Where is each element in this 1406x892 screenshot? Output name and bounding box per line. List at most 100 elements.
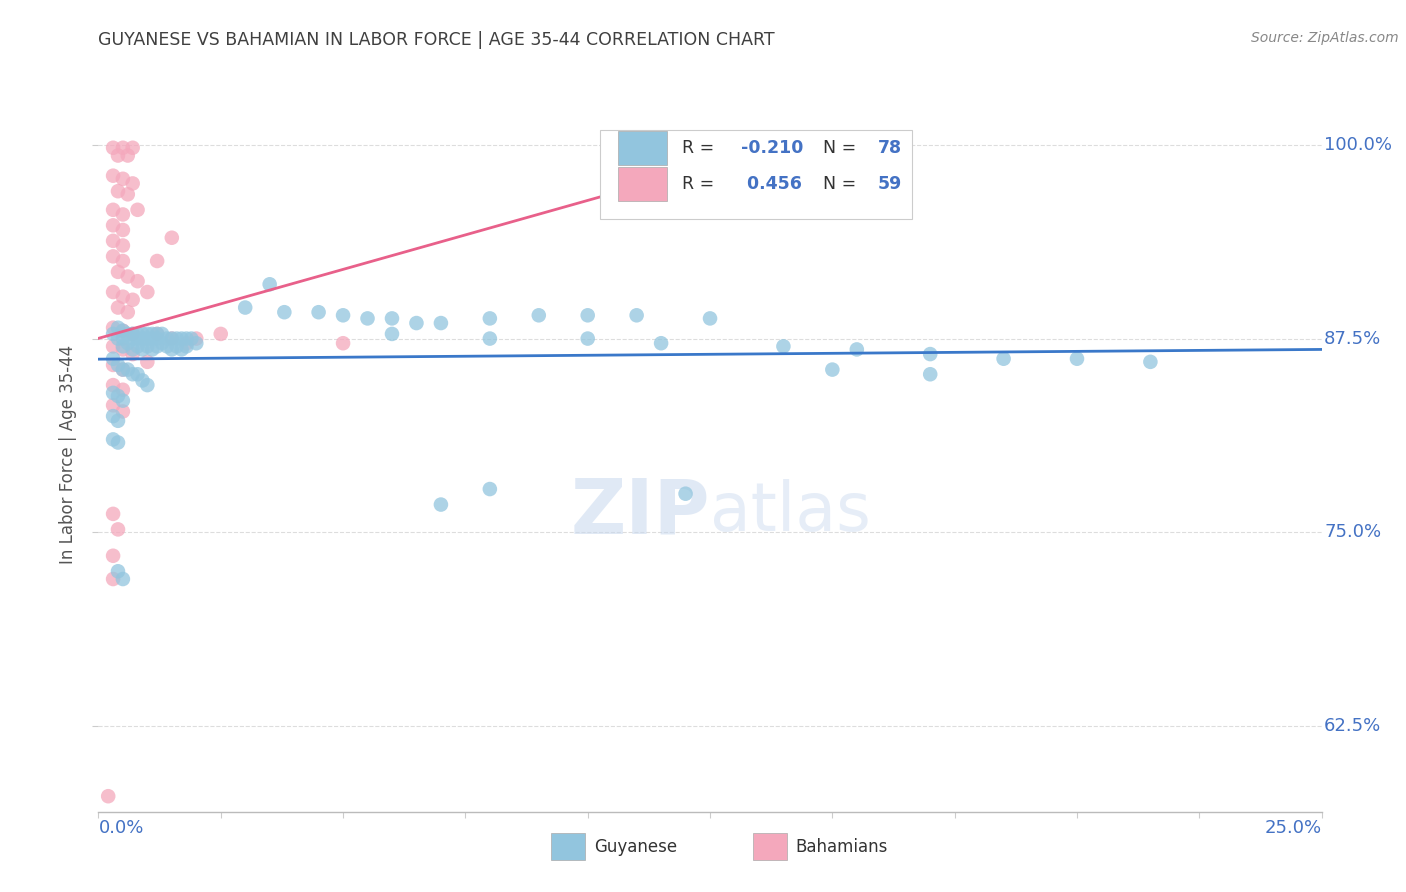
Point: [101, 320, 124, 334]
Point: [141, 326, 163, 341]
Point: [111, 362, 134, 376]
Point: [111, 290, 134, 304]
Point: [920, 368, 942, 382]
FancyBboxPatch shape: [551, 833, 585, 860]
Point: [111, 343, 134, 357]
Text: N =: N =: [823, 175, 862, 193]
Point: [107, 332, 129, 346]
Point: [111, 324, 134, 338]
Point: [107, 435, 129, 450]
Point: [107, 265, 129, 279]
Point: [111, 339, 134, 353]
Point: [821, 362, 844, 376]
Point: [111, 383, 134, 397]
Point: [650, 336, 672, 351]
Text: 0.456: 0.456: [741, 175, 801, 193]
Text: N =: N =: [823, 139, 862, 157]
Point: [136, 332, 159, 346]
Point: [101, 249, 124, 263]
Point: [101, 339, 124, 353]
Text: GUYANESE VS BAHAMIAN IN LABOR FORCE | AGE 35-44 CORRELATION CHART: GUYANESE VS BAHAMIAN IN LABOR FORCE | AG…: [98, 31, 775, 49]
FancyBboxPatch shape: [619, 167, 668, 201]
Point: [186, 336, 208, 351]
Point: [117, 336, 139, 351]
Point: [131, 332, 153, 346]
Text: Guyanese: Guyanese: [593, 838, 676, 855]
Point: [1066, 351, 1088, 366]
Text: -0.210: -0.210: [741, 139, 803, 157]
Point: [136, 378, 159, 392]
Point: [107, 358, 129, 372]
Point: [308, 305, 330, 319]
Point: [121, 332, 143, 346]
Point: [176, 336, 198, 351]
Point: [156, 332, 179, 346]
Point: [136, 355, 159, 369]
Point: [259, 277, 281, 292]
Point: [166, 332, 188, 346]
Point: [127, 339, 149, 353]
Point: [107, 389, 129, 403]
Point: [576, 332, 599, 346]
Point: [117, 148, 139, 162]
Text: 100.0%: 100.0%: [1324, 136, 1392, 153]
Point: [156, 339, 179, 353]
Point: [101, 285, 124, 299]
Point: [111, 171, 134, 186]
Point: [146, 254, 169, 268]
Point: [160, 343, 183, 357]
Point: [101, 326, 124, 341]
Point: [166, 339, 188, 353]
Point: [772, 339, 794, 353]
Point: [101, 549, 124, 563]
Point: [111, 572, 134, 586]
Point: [136, 326, 159, 341]
Point: [101, 141, 124, 155]
Point: [920, 347, 942, 361]
Point: [121, 343, 143, 357]
Point: [121, 326, 143, 341]
Point: [111, 404, 134, 418]
Point: [1139, 355, 1161, 369]
Text: 78: 78: [877, 139, 901, 157]
Point: [127, 274, 149, 288]
Point: [101, 433, 124, 447]
Point: [111, 393, 134, 408]
Text: R =: R =: [682, 139, 720, 157]
Point: [111, 207, 134, 221]
Point: [141, 343, 163, 357]
Point: [107, 148, 129, 162]
Point: [101, 234, 124, 248]
Text: 75.0%: 75.0%: [1324, 524, 1381, 541]
Point: [478, 482, 501, 496]
Point: [150, 326, 173, 341]
Text: 59: 59: [877, 175, 901, 193]
Point: [101, 351, 124, 366]
Text: 87.5%: 87.5%: [1324, 329, 1381, 348]
Point: [699, 311, 721, 326]
Point: [176, 339, 198, 353]
FancyBboxPatch shape: [619, 131, 668, 165]
Point: [131, 343, 153, 357]
Text: Source: ZipAtlas.com: Source: ZipAtlas.com: [1251, 31, 1399, 45]
Point: [993, 351, 1015, 366]
Point: [101, 385, 124, 400]
Text: 62.5%: 62.5%: [1324, 717, 1381, 735]
Point: [332, 308, 354, 322]
Point: [430, 498, 453, 512]
Point: [111, 238, 134, 252]
Point: [146, 326, 169, 341]
Point: [117, 326, 139, 341]
Point: [131, 374, 153, 388]
Point: [478, 332, 501, 346]
Point: [160, 332, 183, 346]
Point: [141, 332, 163, 346]
Point: [845, 343, 868, 357]
FancyBboxPatch shape: [600, 130, 912, 219]
Point: [146, 339, 169, 353]
Point: [117, 187, 139, 202]
Point: [131, 326, 153, 341]
Point: [101, 398, 124, 412]
Point: [170, 343, 193, 357]
Point: [107, 564, 129, 578]
